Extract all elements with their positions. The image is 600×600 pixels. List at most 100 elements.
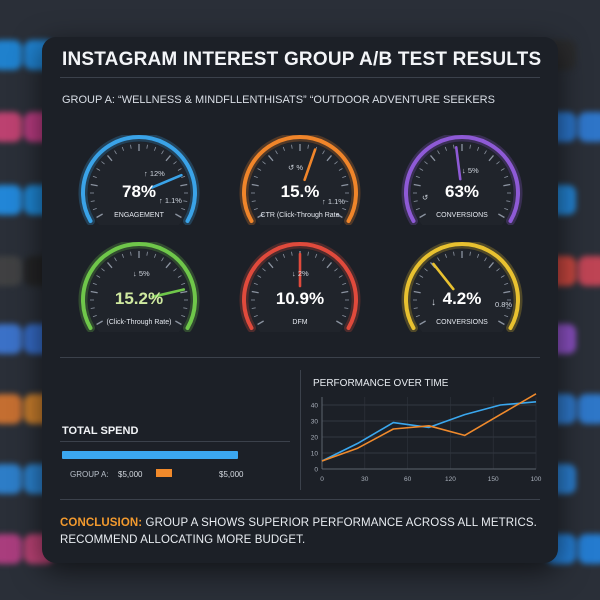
gauge-dial (78, 135, 200, 225)
gauge-tick (484, 257, 487, 262)
gauge-face (249, 142, 351, 225)
gauge-tick (344, 307, 349, 309)
gauge-tick (253, 282, 258, 285)
group-description: GROUP A: “WELLNESS & MINDFLLENTHISATS” “… (62, 94, 495, 106)
gauge-tick (177, 168, 182, 171)
gauge-delta-top: ↑ 12% (144, 169, 165, 178)
gauge-tick (257, 213, 264, 219)
gauge-tick (92, 282, 97, 285)
gauge-tick (161, 150, 164, 155)
gauge-label: CONVERSIONS (436, 319, 488, 326)
gauge-tick (424, 161, 428, 165)
gauge-tick (96, 168, 101, 171)
y-tick-label: 40 (311, 403, 319, 410)
gauge-tick (506, 307, 511, 309)
gauge-label: (Click-Through Rate) (106, 319, 172, 326)
x-tick-label: 60 (404, 476, 412, 483)
gauge-value: 4.2% (442, 289, 482, 308)
gauge-tick (114, 150, 117, 155)
gauge-value: 15.% (280, 182, 320, 201)
gauge-needle (432, 262, 455, 291)
gauge-tick (488, 155, 494, 162)
gauge-tick (121, 253, 124, 258)
gauge-tick (92, 175, 97, 178)
x-tick-label: 100 (531, 476, 542, 483)
gauge-needle (303, 148, 317, 182)
gauge-tick (90, 183, 98, 187)
gauge-dial (78, 242, 200, 332)
gauge-tick (415, 208, 420, 211)
gauge-tick (336, 320, 343, 326)
gauge-tick (275, 257, 278, 262)
gauge-face (249, 249, 351, 332)
gauge-tick (257, 168, 262, 171)
gauge-arc (242, 135, 358, 223)
gauge-tick (413, 183, 421, 187)
x-tick-label: 120 (445, 476, 456, 483)
gauge-tick (415, 282, 420, 285)
gauge-tick (154, 253, 157, 258)
gauge-tick (477, 253, 480, 258)
gauge-tick (130, 251, 132, 256)
gauge-ctr: ↺ % ↑ 1.1% 15.% CTR (Click-Through Rate (230, 135, 370, 225)
gauge-tick (444, 146, 447, 151)
y-tick-label: 30 (311, 419, 319, 426)
gauge-tick (146, 251, 148, 256)
gauge-tick (173, 161, 177, 165)
gauge-tick (114, 257, 117, 262)
column-divider (300, 370, 301, 490)
gauge-tick (262, 161, 266, 165)
gauge-tick (326, 155, 332, 162)
gauge-needle (150, 173, 183, 189)
gauge-tick (307, 251, 309, 256)
gauge-label: CTR (Click-Through Rate (260, 212, 340, 219)
gauge-tick (469, 144, 471, 149)
gauge-tick (424, 268, 428, 272)
gauge-tick (181, 282, 186, 285)
gauge-tick (180, 290, 188, 294)
gauge-tick (341, 290, 349, 294)
group-b-spend-value: $5,000 (219, 470, 244, 479)
gauge-tick (165, 155, 171, 162)
gauge-tick (413, 290, 421, 294)
gauge-tick (437, 257, 440, 262)
gauge-tick (344, 200, 349, 202)
gauge-dial (401, 135, 523, 225)
gauge-value: 10.9% (275, 289, 325, 308)
gauge-arc (242, 242, 358, 330)
gauge-tick (504, 282, 509, 285)
gauge-tick (496, 268, 500, 272)
gauge-tick (90, 307, 95, 309)
gauge-tick (257, 275, 262, 278)
gauge-arc (81, 242, 197, 330)
gauge-tick (251, 183, 259, 187)
gauge-tick (96, 275, 101, 278)
gauge-tick (342, 175, 347, 178)
gauge-tick (322, 150, 325, 155)
gauge-tick (419, 275, 424, 278)
gauge-tick (101, 268, 105, 272)
group-a-label: GROUP A: (70, 470, 109, 479)
gauge-tick (484, 150, 487, 155)
y-tick-label: 10 (311, 451, 319, 458)
gauge-tick (453, 251, 455, 256)
gauge-tick (504, 208, 509, 211)
gauge-delta-side: 0.8% (495, 300, 513, 309)
gauge-tick (173, 268, 177, 272)
gauge-tick (504, 175, 509, 178)
gauge-tick (437, 150, 440, 155)
gauge-tick (181, 175, 186, 178)
gauge-tick (503, 183, 511, 187)
gauge-tick (307, 144, 309, 149)
gauge-dfm: ↓ 2% 10.9% DFM (230, 242, 370, 332)
gauge-tick (498, 320, 505, 326)
gauge-tick (282, 146, 285, 151)
gauge-tick (146, 144, 148, 149)
gauge-tick (488, 262, 494, 269)
gauge-face (88, 142, 190, 225)
gauge-delta-top: ↺ % (288, 163, 304, 172)
gauge-tick (413, 307, 418, 309)
gauge-tick (334, 268, 338, 272)
gauge-tick (415, 175, 420, 178)
gauge-tick (96, 213, 103, 219)
